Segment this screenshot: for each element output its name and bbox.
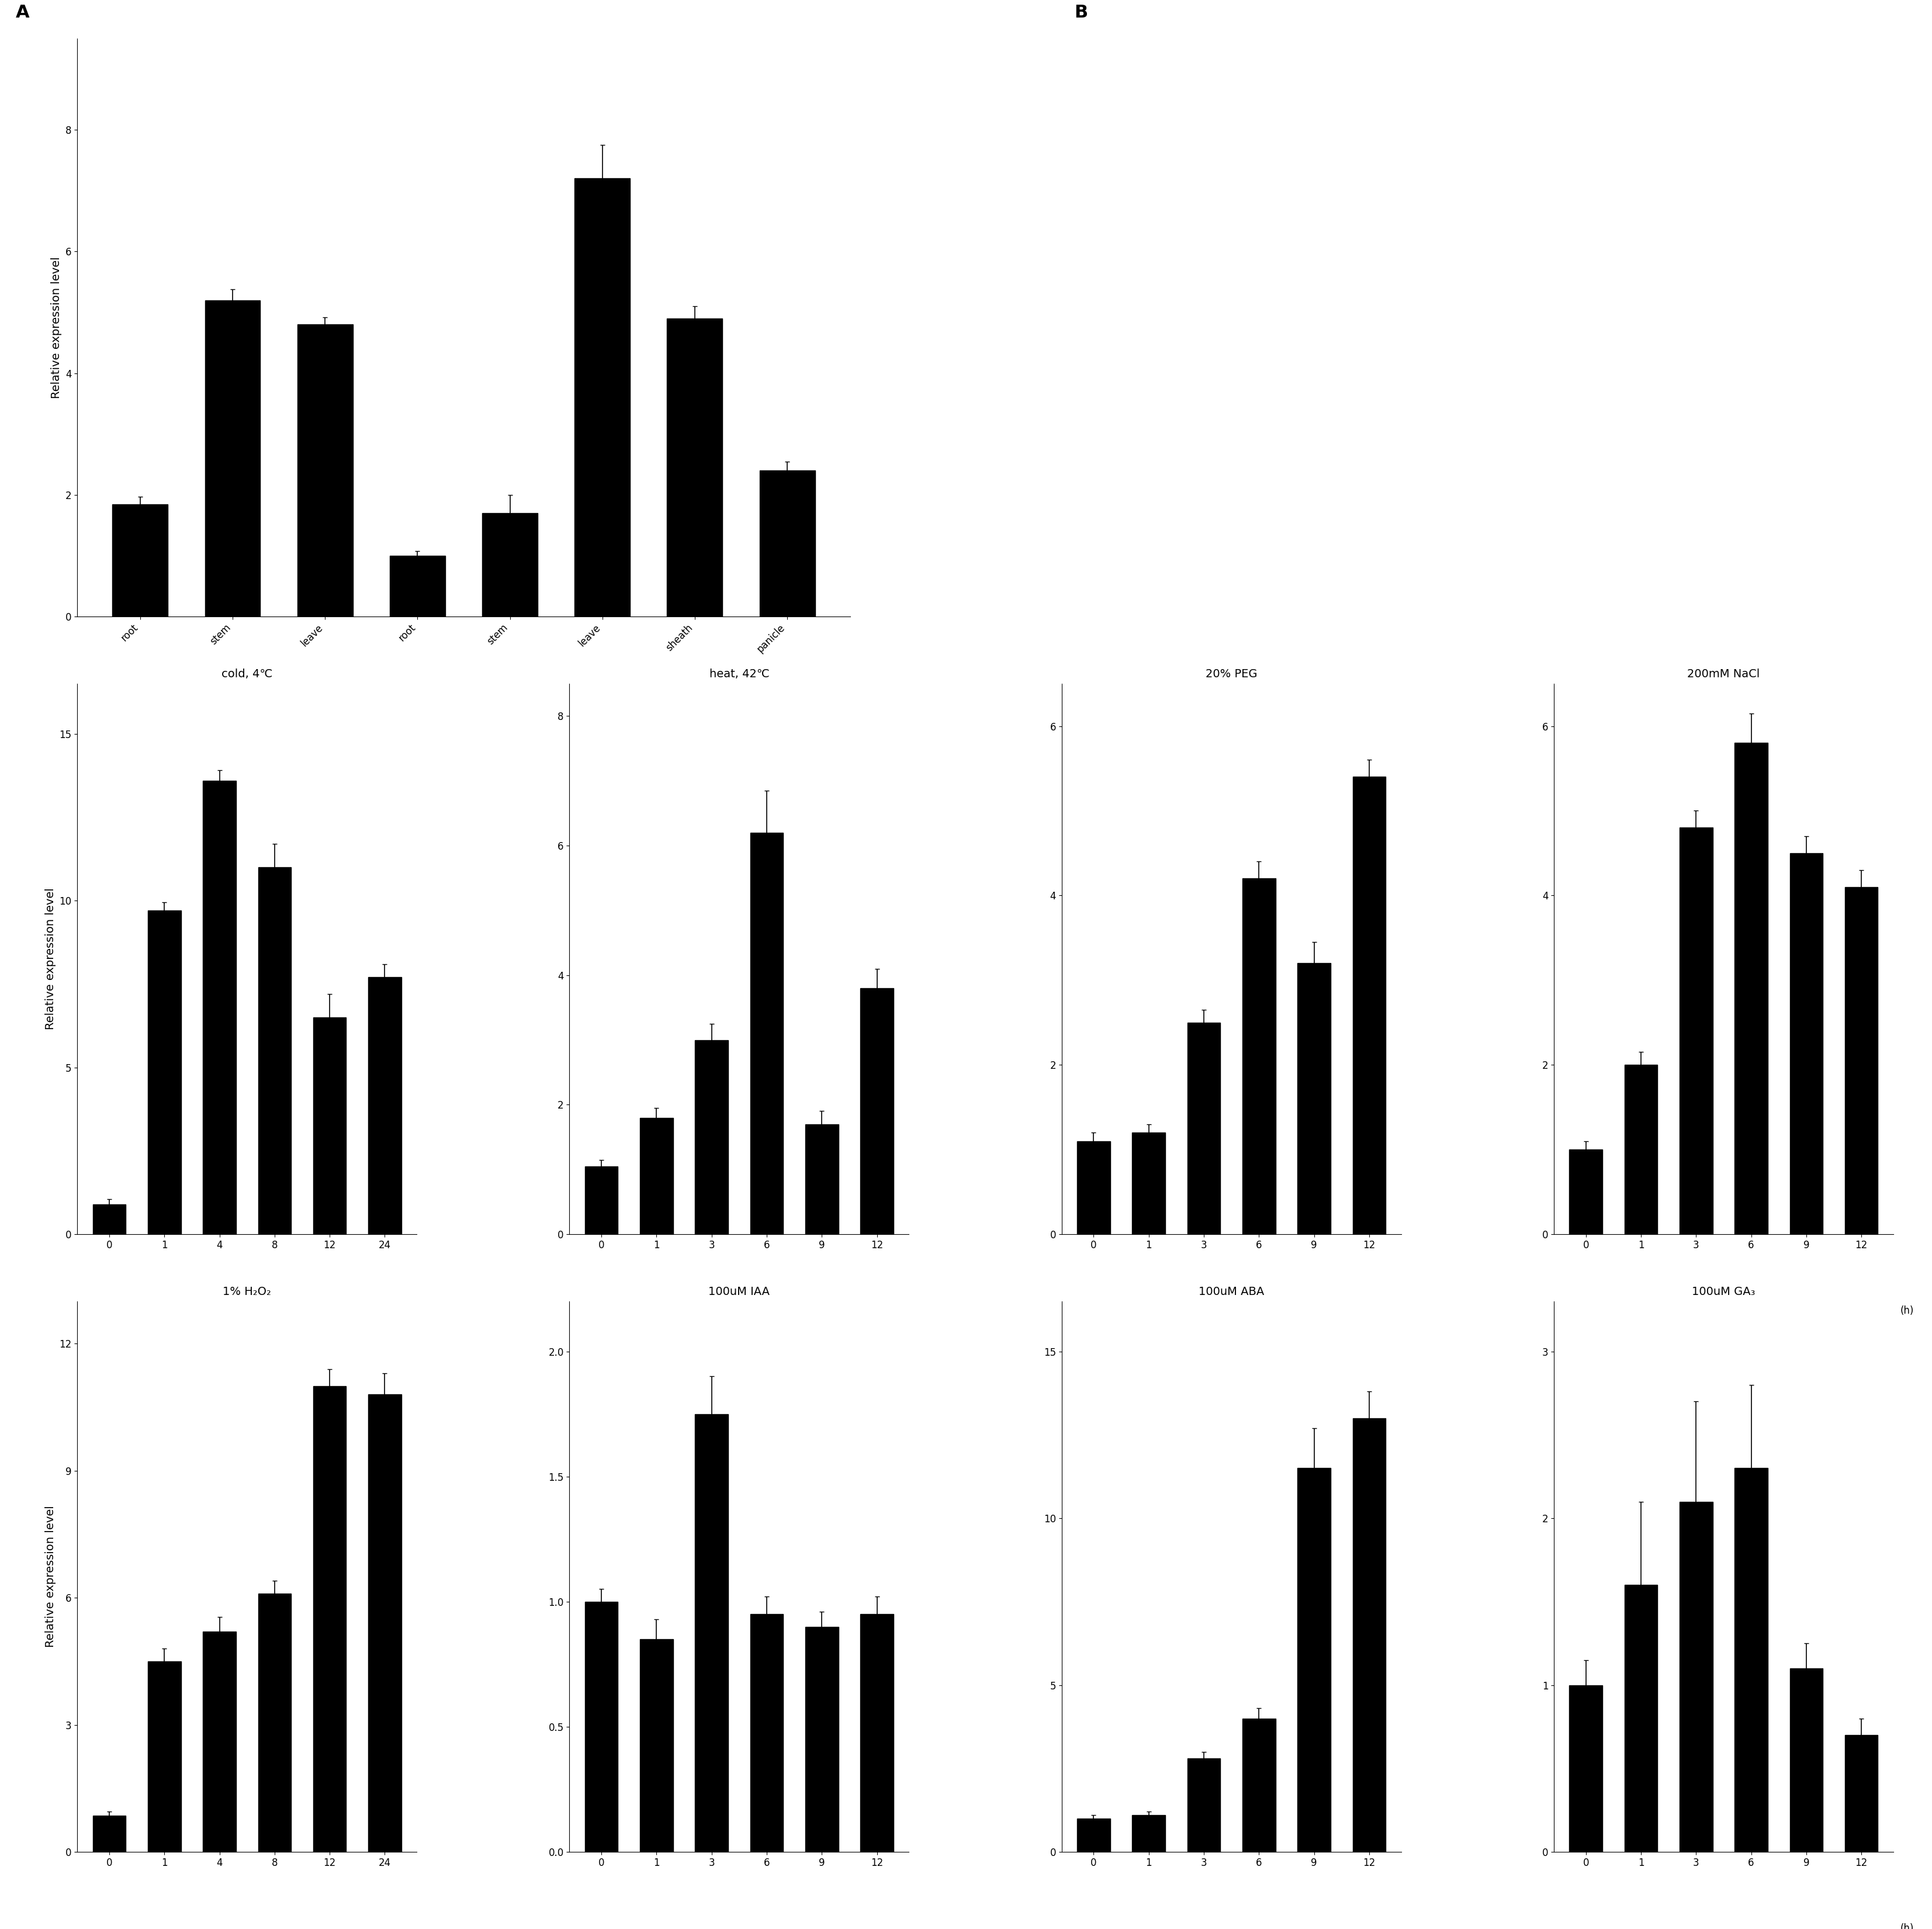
Bar	[1845, 887, 1878, 1235]
Bar	[639, 1117, 672, 1235]
Bar	[1679, 828, 1712, 1235]
Text: heading stage: heading stage	[580, 793, 661, 804]
Bar	[574, 179, 630, 617]
Bar	[203, 1632, 236, 1852]
Bar	[1569, 1150, 1602, 1235]
Bar	[298, 324, 354, 617]
Bar	[259, 1593, 292, 1852]
Bar	[1735, 743, 1768, 1235]
Text: B: B	[1074, 4, 1088, 21]
Bar	[483, 513, 537, 617]
Title: 200mM NaCl: 200mM NaCl	[1687, 669, 1760, 679]
Text: (h): (h)	[1899, 1306, 1913, 1316]
Bar	[1298, 1468, 1331, 1852]
Title: 100uM ABA: 100uM ABA	[1198, 1287, 1264, 1296]
Bar	[1625, 1065, 1658, 1235]
Bar	[1242, 878, 1275, 1235]
Bar	[259, 868, 292, 1235]
Bar	[806, 1125, 838, 1235]
Bar	[860, 1615, 893, 1852]
Bar	[1298, 963, 1331, 1235]
Bar	[696, 1414, 728, 1852]
Bar	[1845, 1734, 1878, 1852]
Title: 1% H₂O₂: 1% H₂O₂	[222, 1287, 270, 1296]
Bar	[806, 1626, 838, 1852]
Bar	[369, 978, 402, 1235]
Bar	[1789, 1669, 1822, 1852]
Bar	[750, 1615, 782, 1852]
Bar	[203, 781, 236, 1235]
Bar	[1735, 1468, 1768, 1852]
Bar	[1569, 1686, 1602, 1852]
Text: (h): (h)	[1899, 1923, 1913, 1929]
Bar	[313, 1017, 346, 1235]
Y-axis label: Relative expression level: Relative expression level	[44, 887, 56, 1030]
Bar	[1679, 1501, 1712, 1852]
Bar	[585, 1167, 618, 1235]
Bar	[585, 1601, 618, 1852]
Y-axis label: Relative expression level: Relative expression level	[50, 257, 62, 399]
Title: cold, 4℃: cold, 4℃	[222, 669, 272, 679]
Title: 100uM GA₃: 100uM GA₃	[1692, 1287, 1756, 1296]
Bar	[1352, 777, 1385, 1235]
Text: seedling stage: seedling stage	[191, 793, 274, 804]
Bar	[759, 471, 815, 617]
Bar	[1132, 1815, 1165, 1852]
Bar	[149, 910, 182, 1235]
Bar	[93, 1815, 126, 1852]
Bar	[369, 1395, 402, 1852]
Y-axis label: Relative expression level: Relative expression level	[44, 1507, 56, 1647]
Bar	[313, 1387, 346, 1852]
Text: A: A	[15, 4, 29, 21]
Title: 100uM IAA: 100uM IAA	[709, 1287, 769, 1296]
Bar	[149, 1661, 182, 1852]
Title: 20% PEG: 20% PEG	[1206, 669, 1258, 679]
Title: heat, 42℃: heat, 42℃	[709, 669, 769, 679]
Bar	[390, 556, 444, 617]
Bar	[639, 1640, 672, 1852]
Bar	[1352, 1418, 1385, 1852]
Bar	[205, 301, 261, 617]
Bar	[667, 318, 723, 617]
Bar	[1789, 853, 1822, 1235]
Bar	[1132, 1132, 1165, 1235]
Bar	[696, 1040, 728, 1235]
Bar	[1242, 1719, 1275, 1852]
Bar	[860, 988, 893, 1235]
Bar	[1078, 1819, 1111, 1852]
Bar	[112, 503, 168, 617]
Bar	[1188, 1022, 1221, 1235]
Bar	[1078, 1142, 1111, 1235]
Bar	[93, 1204, 126, 1235]
Bar	[1625, 1586, 1658, 1852]
Bar	[1188, 1759, 1221, 1852]
Bar	[750, 833, 782, 1235]
